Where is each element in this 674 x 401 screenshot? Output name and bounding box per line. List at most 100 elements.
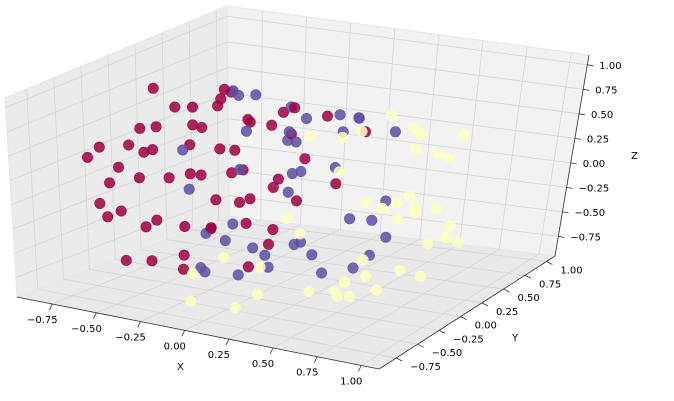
z-tick (558, 235, 565, 238)
scatter-point (272, 173, 284, 185)
scatter-point (227, 218, 239, 230)
scatter-point (281, 212, 293, 224)
y-tick (395, 357, 403, 362)
scatter-point (290, 136, 302, 148)
scatter-point (267, 181, 279, 193)
scatter-point (233, 89, 245, 101)
x-tick-label: 0.25 (208, 350, 230, 361)
scatter-point (104, 177, 116, 189)
z-tick (562, 211, 569, 214)
x-tick (269, 347, 274, 355)
scatter-point (179, 221, 191, 233)
scatter-point (359, 270, 371, 282)
y-tick-label: −0.50 (432, 348, 463, 359)
scatter-point (195, 169, 207, 181)
scatter-point (356, 126, 368, 138)
scatter-point (247, 242, 259, 254)
z-tick-label: 0.00 (583, 159, 605, 170)
scatter-point (242, 114, 254, 126)
scatter-point (195, 262, 207, 274)
scatter-point (444, 220, 456, 232)
x-tick (181, 330, 186, 337)
scatter-point (250, 89, 262, 101)
scatter-point (336, 131, 348, 143)
y-tick-label: 0.00 (475, 321, 497, 332)
x-tick-label: 0.75 (296, 368, 318, 379)
scatter-point (232, 269, 244, 281)
scatter-point (282, 186, 294, 198)
scatter-point (234, 164, 246, 176)
z-tick (574, 137, 581, 140)
z-tick (587, 64, 594, 67)
scatter-point (150, 121, 162, 133)
grid-lines (5, 10, 588, 366)
grid-line-x (96, 16, 307, 314)
x-axis-line (16, 296, 380, 370)
scatter-point (394, 264, 406, 276)
x-tick (357, 365, 362, 372)
scatter-point (299, 153, 311, 165)
scatter-point (229, 302, 241, 314)
scatter-point (432, 148, 444, 160)
scatter-point (380, 231, 392, 243)
scatter-point (347, 262, 359, 274)
scatter-point (187, 119, 199, 131)
scatter-point (277, 106, 289, 118)
scatter-point (210, 194, 222, 206)
x-axis-label: X (177, 362, 184, 373)
scatter-point (94, 198, 106, 210)
scatter-point (93, 141, 105, 153)
z-tick-label: −0.75 (570, 232, 601, 243)
scatter-point (408, 122, 420, 134)
z-tick (583, 88, 590, 91)
scatter-point (283, 126, 295, 138)
scatter-point (196, 122, 208, 134)
x-tick (313, 356, 318, 363)
scatter-point (414, 270, 426, 282)
scatter-point (339, 276, 351, 288)
scatter-point (113, 161, 125, 173)
y-tick-label: −0.25 (453, 334, 484, 345)
scatter-point (440, 232, 452, 244)
scatter-point (289, 102, 301, 114)
scatter-point (371, 284, 383, 296)
z-tick-label: −0.50 (575, 208, 606, 219)
grid-line-x (140, 22, 352, 322)
scatter-point (183, 183, 195, 195)
y-axis-label: Y (511, 333, 519, 344)
y-tick (524, 274, 532, 279)
scatter-point (82, 151, 94, 163)
x-tick (225, 338, 230, 346)
scatter-point (333, 166, 345, 178)
pane-back (226, 5, 590, 257)
grid-line-z (6, 41, 584, 133)
x-tick-label: −0.25 (115, 333, 146, 344)
scatter-point (391, 213, 403, 225)
y-tick-label: 1.00 (560, 266, 582, 277)
scatter-point (332, 290, 344, 302)
scatter-point (178, 263, 190, 275)
scatter-point (254, 261, 266, 273)
grid-line-x (184, 28, 396, 331)
y-tick (460, 316, 467, 320)
scatter-point (357, 254, 369, 266)
scatter-point (303, 285, 315, 297)
scatter-point (330, 178, 342, 190)
x-tick-label: 1.00 (340, 377, 362, 388)
tick-labels: −0.75 −0.75 −0.75 −0.50 −0.50 −0.50 −0.25 −0.25… (27, 61, 622, 388)
scatter-point (177, 144, 189, 156)
grid-line-z (5, 15, 588, 109)
z-tick (566, 186, 573, 189)
scatter-point (316, 267, 328, 279)
x-tick (93, 312, 97, 319)
z-tick (578, 113, 586, 116)
scatter-point (385, 109, 397, 121)
scatter-point (251, 288, 263, 300)
z-tick-label: −0.25 (579, 183, 610, 194)
scatter-point (452, 236, 464, 248)
z-tick (570, 162, 577, 165)
scatter-point (343, 290, 355, 302)
scatter-point (115, 205, 127, 217)
scatter-point (187, 101, 199, 113)
